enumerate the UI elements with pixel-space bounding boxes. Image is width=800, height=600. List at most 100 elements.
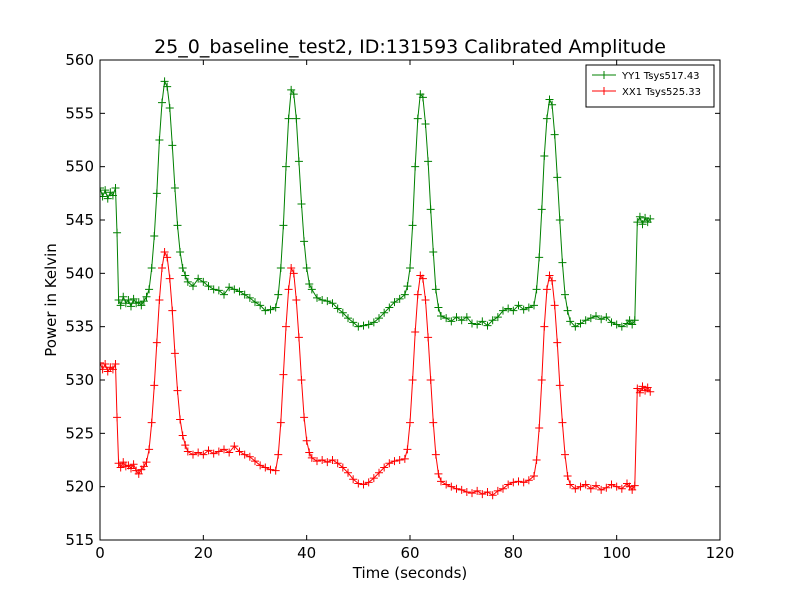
data-point (284, 114, 293, 123)
data-point (145, 445, 154, 454)
data-point (643, 383, 652, 392)
data-point (113, 413, 122, 422)
data-point (240, 450, 249, 459)
data-point (116, 463, 125, 472)
data-point (235, 287, 244, 296)
data-point (344, 468, 352, 477)
data-point (586, 314, 595, 323)
y-tick-label: 560 (65, 51, 94, 69)
data-point (478, 490, 487, 499)
data-point (168, 141, 177, 150)
data-point (328, 456, 337, 464)
data-point (514, 477, 523, 486)
data-point (408, 221, 417, 230)
data-point (150, 232, 159, 240)
data-point (509, 306, 518, 315)
data-point (473, 320, 482, 329)
data-point (612, 320, 621, 329)
data-point (462, 488, 471, 496)
data-point (127, 302, 135, 311)
data-point (297, 376, 306, 384)
data-point (134, 469, 143, 478)
data-point (349, 318, 358, 327)
data-point (139, 297, 148, 306)
data-point (519, 478, 528, 487)
data-point (261, 306, 270, 315)
data-point (566, 480, 575, 489)
data-point (542, 114, 551, 123)
data-point (220, 290, 228, 299)
data-point (100, 184, 104, 192)
x-tick-label: 60 (400, 544, 419, 562)
data-point (447, 317, 456, 326)
x-tick-label: 40 (297, 544, 316, 562)
data-point (509, 478, 518, 487)
data-point (103, 367, 112, 376)
data-point (116, 301, 125, 310)
data-point (437, 477, 445, 486)
data-point (333, 459, 342, 468)
data-point (266, 305, 275, 314)
y-tick-label: 515 (65, 531, 94, 549)
data-point (421, 120, 430, 128)
data-point (426, 205, 435, 214)
data-point (300, 413, 309, 422)
data-point (488, 491, 497, 500)
data-point (230, 285, 239, 294)
data-point (173, 221, 182, 230)
data-point (359, 480, 368, 489)
data-point (274, 450, 283, 459)
data-point (181, 441, 190, 450)
data-point (274, 290, 283, 299)
data-point (418, 274, 427, 283)
data-point (478, 317, 487, 326)
series-2 (100, 248, 655, 500)
data-point (300, 237, 309, 246)
data-point (483, 488, 492, 496)
data-point (194, 274, 203, 283)
data-point (284, 285, 293, 294)
data-point (646, 387, 655, 396)
data-point (282, 162, 290, 171)
data-point (145, 285, 154, 294)
data-point (168, 306, 177, 315)
data-point (532, 285, 541, 294)
data-point (160, 248, 169, 256)
data-point (114, 459, 123, 468)
x-tick-label: 20 (194, 544, 213, 562)
data-point (108, 191, 117, 200)
data-point (395, 456, 404, 464)
data-point (101, 360, 110, 368)
legend: YY1 Tsys517.43 XX1 Tsys525.33 (585, 64, 715, 108)
data-point (592, 312, 600, 320)
y-axis-label: Power in Kelvin (42, 243, 60, 357)
data-point (111, 184, 120, 192)
data-point (542, 285, 551, 294)
data-point (561, 450, 569, 459)
data-point (108, 365, 117, 374)
data-point (418, 93, 427, 102)
data-point (292, 114, 301, 123)
data-point (535, 253, 544, 262)
y-tick-label: 540 (65, 264, 94, 282)
data-point (390, 298, 399, 307)
data-point (100, 192, 107, 201)
legend-marker (600, 87, 608, 95)
data-point (152, 338, 161, 347)
data-point (633, 218, 642, 227)
data-point (426, 376, 435, 384)
data-point (170, 349, 179, 358)
data-point (602, 313, 611, 322)
data-point (375, 314, 383, 323)
data-point (155, 136, 164, 144)
data-point (176, 248, 185, 256)
data-point (333, 304, 342, 313)
data-point (199, 450, 208, 459)
data-point (155, 296, 164, 304)
data-point (256, 301, 265, 310)
data-point (421, 296, 430, 304)
data-point (183, 447, 192, 456)
data-point (194, 448, 203, 457)
data-point (338, 308, 347, 317)
data-point (499, 484, 507, 493)
